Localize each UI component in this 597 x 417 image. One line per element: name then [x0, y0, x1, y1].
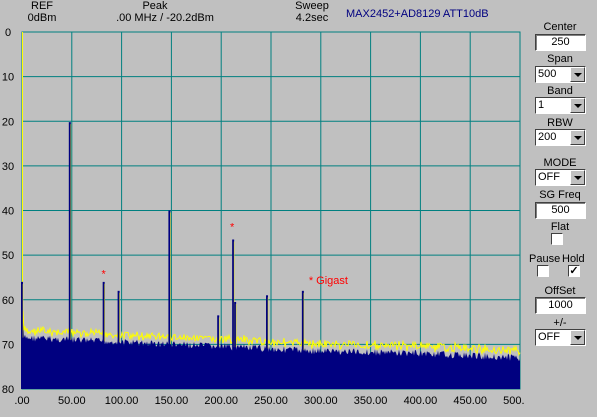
spectrum-peak: [117, 290, 120, 389]
noise-floor-area: [22, 317, 520, 389]
spectrum-peak: [21, 281, 23, 389]
sign-label: +/-: [553, 317, 567, 329]
spectrum-peak: [68, 122, 71, 389]
spectrum-peak: [266, 295, 269, 389]
chevron-down-icon[interactable]: [570, 130, 585, 145]
flat-checkbox[interactable]: [551, 233, 563, 245]
span-label: Span: [547, 53, 573, 65]
peak-marker: * Gigast: [309, 275, 348, 287]
hold-checkbox[interactable]: ✓: [568, 265, 580, 277]
x-tick-label: .00: [14, 395, 29, 407]
chevron-down-icon[interactable]: [570, 330, 585, 345]
x-tick-label: 150.00: [155, 395, 189, 407]
spectrum-peak: [217, 315, 220, 389]
x-tick-label: 500.00: [503, 395, 525, 407]
y-tick-label: 20: [2, 116, 14, 128]
sweep-label: Sweep: [295, 0, 329, 12]
span-value: 500: [538, 68, 557, 80]
plot-grid: [21, 31, 521, 390]
y-tick-labels: 0 10 20 30 40 50 60 70 80: [2, 27, 14, 396]
y-tick-label: 10: [2, 72, 14, 84]
y-tick-label: 80: [2, 384, 14, 396]
chevron-down-icon[interactable]: [570, 98, 585, 113]
peak-label: Peak: [142, 0, 168, 12]
spectrum-peak: [232, 239, 235, 389]
span-select[interactable]: 500: [535, 66, 586, 83]
ref-label: REF: [31, 0, 53, 12]
sg-freq-label: SG Freq: [539, 189, 581, 201]
y-tick-label: 30: [2, 161, 14, 173]
x-tick-label: 100.00: [105, 395, 139, 407]
chevron-down-icon[interactable]: [570, 170, 585, 185]
x-tick-label: 200.00: [204, 395, 238, 407]
spectrum-trace: [21, 32, 521, 389]
chevron-down-icon[interactable]: [570, 67, 585, 82]
x-tick-label: 300.00: [304, 395, 338, 407]
x-tick-label: 50.00: [58, 395, 86, 407]
device-title: MAX2452+AD8129 ATT10dB: [346, 8, 489, 20]
hold-trace-line: [21, 309, 521, 357]
band-value: 1: [538, 99, 545, 111]
spectrum-plot: 0 10 20 30 40 50 60 70 80 .00 50.00 100.00 150.00 20…: [2, 27, 525, 407]
x-tick-label: 250.00: [254, 395, 288, 407]
mode-value: OFF: [538, 171, 560, 183]
spectrum-peak: [102, 281, 105, 389]
x-tick-label: 400.00: [404, 395, 438, 407]
band-label: Band: [547, 85, 573, 97]
sign-value: OFF: [538, 331, 560, 343]
pause-checkbox[interactable]: [537, 265, 549, 277]
peak-value: .00 MHz / -20.2dBm: [116, 12, 214, 24]
spectrum-peak: [301, 290, 304, 389]
rbw-select[interactable]: 200: [535, 129, 586, 146]
y-tick-label: 50: [2, 250, 14, 262]
flat-label: Flat: [550, 221, 570, 233]
hold-label: Hold: [562, 253, 585, 265]
x-tick-labels: .00 50.00 100.00 150.00 200.00 250.00 300.00 35…: [14, 395, 525, 407]
x-tick-label: 350.00: [354, 395, 388, 407]
mode-label: MODE: [543, 157, 577, 169]
pause-label: Pause: [529, 253, 561, 265]
y-tick-label: 40: [2, 206, 14, 218]
sg-freq-field[interactable]: 500: [535, 202, 586, 219]
band-select[interactable]: 1: [535, 97, 586, 114]
mode-select[interactable]: OFF: [535, 169, 586, 186]
rbw-label: RBW: [547, 117, 573, 129]
center-label: Center: [543, 21, 577, 33]
peak-markers: * * * Gigast: [102, 222, 348, 288]
center-field[interactable]: 250: [535, 34, 586, 51]
x-tick-label: 450.00: [453, 395, 487, 407]
y-tick-label: 60: [2, 295, 14, 307]
spectrum-peak: [168, 210, 171, 389]
spectrum-peak: [234, 301, 237, 389]
y-tick-label: 70: [2, 339, 14, 351]
y-tick-label: 0: [5, 27, 11, 39]
peak-marker: *: [102, 268, 107, 280]
offset-label: OffSet: [544, 285, 576, 297]
rbw-value: 200: [538, 131, 557, 143]
offset-field[interactable]: 1000: [535, 297, 586, 314]
ref-value: 0dBm: [27, 12, 57, 24]
checkmark-icon: ✓: [569, 265, 579, 277]
peak-marker: *: [230, 222, 235, 234]
sign-select[interactable]: OFF: [535, 329, 586, 346]
sweep-value: 4.2sec: [295, 12, 329, 24]
